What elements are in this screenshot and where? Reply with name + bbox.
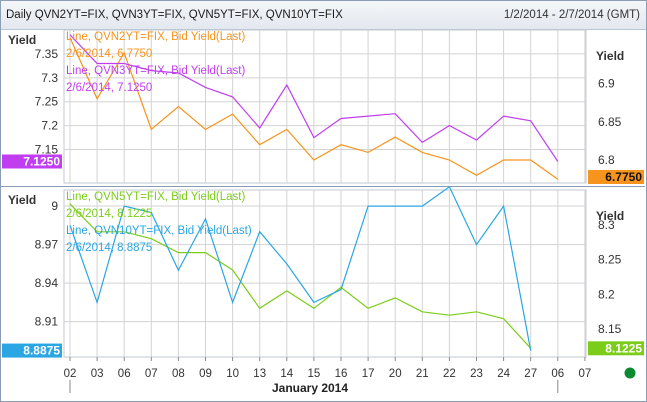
x-tick-label: 16 (335, 368, 348, 380)
x-tick-label: 10 (226, 368, 239, 380)
x-tick-label: 02 (64, 368, 77, 380)
x-tick-label: 08 (172, 368, 185, 380)
legend-value: 2/6/2014, 6.7750 (66, 48, 152, 60)
legend-value: 2/6/2014, 8.8875 (66, 242, 152, 254)
x-tick-label: 06 (551, 368, 564, 380)
right-tick-label: 8.15 (598, 322, 622, 336)
x-tick-label: 27 (524, 368, 537, 380)
x-tick-label: 14 (280, 368, 293, 380)
last-value-marker-right (588, 170, 644, 184)
y-axis-title-right: Yield (596, 49, 624, 63)
x-tick-label: 22 (443, 368, 456, 380)
x-axis-month-label: January 2014 (272, 381, 348, 395)
last-value-label-left: 7.1250 (23, 154, 60, 168)
x-tick-label: 07 (579, 368, 592, 380)
left-tick-label: 8.91 (35, 315, 59, 329)
legend-entry: Line, QVN5YT=FIX, Bid Yield(Last) (66, 191, 245, 203)
right-tick-label: 8.25 (598, 253, 622, 267)
status-indicator-icon (624, 367, 636, 379)
last-value-label-left: 8.8875 (23, 344, 60, 358)
right-tick-label: 6.85 (598, 115, 622, 129)
series-line-1 (69, 34, 559, 162)
right-tick-label: 6.9 (598, 77, 615, 91)
last-value-label-right: 8.1225 (605, 341, 642, 355)
last-value-marker-right (588, 341, 644, 356)
legend-value: 2/6/2014, 7.1250 (66, 82, 152, 94)
x-tick-label: 20 (389, 368, 402, 380)
x-tick-label: 24 (497, 368, 510, 380)
date-range: 1/2/2014 - 2/7/2014 (GMT) (503, 9, 640, 21)
x-tick-label: 09 (199, 368, 212, 380)
x-tick-label: 15 (308, 368, 321, 380)
last-value-marker-left (2, 154, 62, 169)
left-tick-label: 7.25 (35, 95, 59, 109)
left-tick-label: 7.2 (41, 119, 58, 133)
y-axis-title-left: Yield (8, 33, 36, 47)
series-line-0 (69, 203, 532, 349)
left-tick-label: 8.97 (35, 238, 59, 252)
right-tick-label: 6.8 (598, 153, 615, 167)
left-tick-label: 7.3 (41, 71, 58, 85)
right-tick-label: 8.2 (598, 287, 615, 301)
legend-entry: Line, QVN2YT=FIX, Bid Yield(Last) (66, 31, 245, 43)
series-line-1 (69, 185, 532, 351)
x-tick-label: 03 (91, 368, 104, 380)
chart-title: Daily QVN2YT=FIX, QVN3YT=FIX, QVN5YT=FIX… (6, 9, 343, 21)
x-tick-label: 06 (118, 368, 131, 380)
x-tick-label: 17 (362, 368, 375, 380)
x-tick-label: 23 (470, 368, 483, 380)
right-tick-label: 8.3 (598, 218, 615, 232)
series-line-0 (69, 37, 559, 180)
left-tick-label: 9 (51, 199, 58, 213)
legend-entry: Line, QVN3YT=FIX, Bid Yield(Last) (66, 65, 245, 77)
y-axis-title-right: Yield (596, 209, 624, 223)
left-tick-label: 7.35 (35, 47, 59, 61)
x-tick-label: 07 (145, 368, 158, 380)
legend-entry: Line, QVN10YT=FIX, Bid Yield(Last) (66, 225, 252, 237)
x-tick-label: 13 (253, 368, 266, 380)
legend-value: 2/6/2014, 8.1225 (66, 208, 152, 220)
last-value-label-right: 6.7750 (605, 170, 642, 184)
y-axis-title-left: Yield (8, 193, 36, 207)
left-tick-label: 7.15 (35, 143, 59, 157)
last-value-marker-left (2, 343, 62, 358)
chart-header: Daily QVN2YT=FIX, QVN3YT=FIX, QVN5YT=FIX… (1, 1, 646, 30)
x-tick-label: 21 (416, 368, 429, 380)
left-tick-label: 8.94 (35, 276, 59, 290)
